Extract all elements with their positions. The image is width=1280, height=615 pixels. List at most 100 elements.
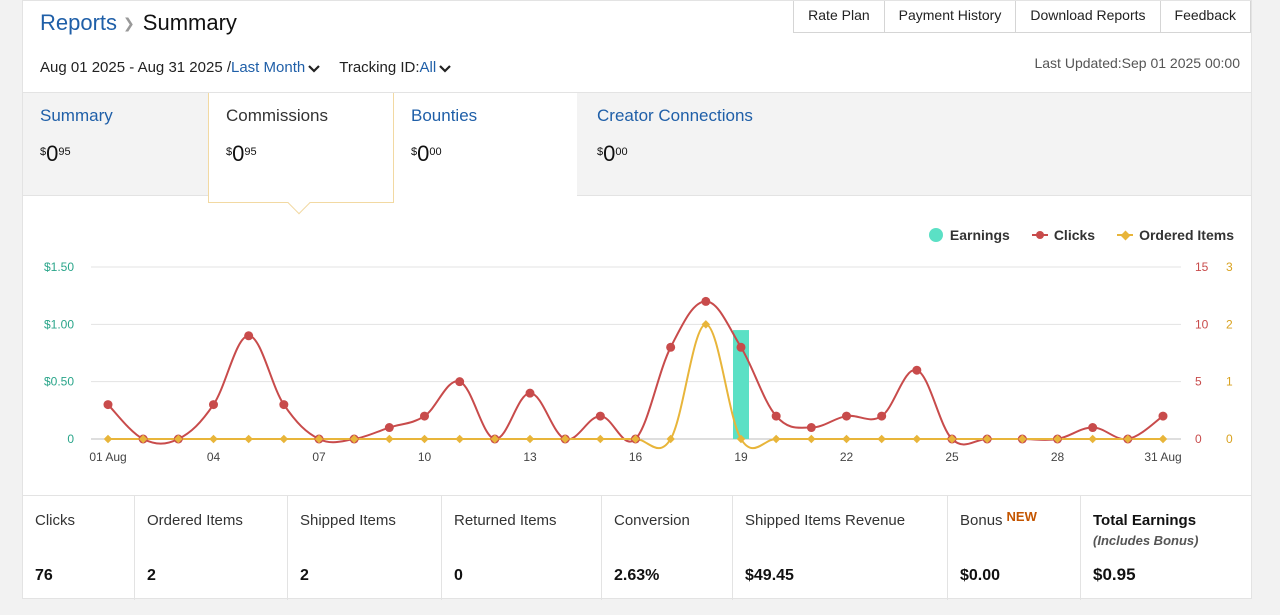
- clicks-point: [806, 423, 816, 433]
- ordered-items-point: [420, 434, 429, 444]
- legend-earnings[interactable]: Earnings: [928, 227, 1010, 243]
- ordered-items-point: [525, 434, 535, 444]
- stat-shipped-items-value: 2: [300, 567, 309, 584]
- stat-clicks: Clicks 76: [23, 496, 134, 600]
- stat-clicks-label: Clicks: [35, 512, 75, 529]
- stat-shipped-revenue-label: Shipped Items Revenue: [745, 512, 906, 529]
- ordered-items-point: [385, 434, 394, 444]
- currency-symbol: $: [411, 146, 418, 158]
- currency-symbol: $: [597, 146, 604, 158]
- ordered-items-point: [490, 434, 500, 444]
- ordered-items-point: [982, 434, 992, 444]
- stat-returned-items: Returned Items 0: [441, 496, 601, 600]
- last-updated: Last Updated:Sep 01 2025 00:00: [1034, 55, 1240, 71]
- download-reports-tab[interactable]: Download Reports: [1015, 1, 1161, 33]
- y-left-tick-label: $0.50: [44, 375, 74, 389]
- y-right-clicks-tick-label: 10: [1195, 317, 1209, 331]
- reports-page: Reports ❯ Summary Rate Plan Payment Histor…: [22, 0, 1252, 600]
- clicks-point: [701, 296, 711, 306]
- chevron-down-icon[interactable]: [307, 62, 321, 76]
- tab-creator-connections-amount: $000: [597, 141, 628, 167]
- tab-commissions-amount: $095: [226, 141, 257, 167]
- earnings-chart: 0 0 0 $0.50 5 1 $1.00 10 2 $1.50 15 3 01 Aug 04 07 10 13…: [44, 260, 1233, 464]
- legend-ordered-marker: [1117, 228, 1134, 242]
- tab-commissions[interactable]: Commissions $095: [208, 93, 394, 215]
- tab-commissions-title: Commissions: [226, 106, 329, 125]
- stat-ordered-items-label: Ordered Items: [147, 512, 243, 529]
- ordered-items-point: [807, 434, 816, 444]
- clicks-point: [771, 411, 781, 421]
- clicks-point: [279, 400, 289, 410]
- ordered-items-line: [107, 323, 1163, 450]
- period-dropdown[interactable]: Last Month: [231, 59, 306, 76]
- filter-bar: Aug 01 2025 - Aug 31 2025 / Last Month T…: [40, 59, 452, 76]
- chart-legend: Earnings Clicks Ordered Items: [907, 227, 1234, 243]
- clicks-point: [209, 400, 218, 410]
- amount-whole: 0: [417, 141, 430, 166]
- x-tick-label: 19: [734, 450, 748, 464]
- tab-summary[interactable]: Summary $095: [23, 93, 208, 196]
- amount-cents: 00: [429, 146, 442, 158]
- ordered-items-point: [560, 434, 570, 444]
- tab-bounties[interactable]: Bounties $000: [394, 93, 577, 196]
- stat-total-earnings-label: Total Earnings: [1093, 512, 1197, 529]
- tab-creator-connections-title: Creator Connections: [597, 106, 753, 125]
- ordered-items-point: [877, 434, 886, 444]
- date-range: Aug 01 2025 - Aug 31 2025 /: [40, 59, 231, 76]
- x-tick-label: 01 Aug: [89, 450, 126, 464]
- clicks-point: [244, 331, 254, 341]
- rate-plan-tab[interactable]: Rate Plan: [793, 1, 885, 33]
- x-tick-label: 31 Aug: [1144, 450, 1181, 464]
- ordered-items-point: [842, 434, 851, 444]
- page-title: Summary: [142, 10, 237, 35]
- bonus-label-text: Bonus: [960, 512, 1003, 529]
- chevron-right-icon: ❯: [123, 15, 135, 31]
- ordered-items-point: [631, 434, 640, 444]
- stat-bonus-value: $0.00: [960, 567, 1001, 584]
- payment-history-tab[interactable]: Payment History: [883, 1, 1017, 33]
- legend-ordered-label: Ordered Items: [1139, 227, 1234, 243]
- stat-shipped-items: Shipped Items 2: [287, 496, 441, 600]
- tracking-id-dropdown[interactable]: All: [419, 59, 437, 76]
- y-left-tick-label: 0: [67, 432, 74, 446]
- ordered-items-point: [1053, 434, 1062, 444]
- ordered-items-point: [103, 434, 113, 444]
- breadcrumb-reports-link[interactable]: Reports: [40, 10, 118, 35]
- tab-bounties-title: Bounties: [411, 106, 478, 125]
- x-tick-label: 04: [207, 450, 221, 464]
- y-right-clicks-tick-label: 15: [1195, 260, 1209, 274]
- ordered-items-point: [1018, 434, 1027, 444]
- legend-ordered-items[interactable]: Ordered Items: [1117, 227, 1234, 243]
- legend-earnings-label: Earnings: [949, 227, 1010, 243]
- ordered-items-point: [596, 434, 605, 444]
- ordered-items-point: [455, 434, 464, 444]
- chevron-down-icon[interactable]: [438, 62, 452, 76]
- x-tick-label: 07: [312, 450, 326, 464]
- ordered-items-point: [736, 434, 746, 444]
- y-right-clicks-tick-label: 0: [1195, 432, 1202, 446]
- stat-conversion: Conversion 2.63%: [601, 496, 732, 600]
- ordered-items-point: [947, 434, 957, 444]
- stat-total-earnings-value: $0.95: [1093, 565, 1136, 584]
- clicks-point: [384, 423, 394, 433]
- stat-conversion-label: Conversion: [614, 512, 690, 529]
- tracking-id-label: Tracking ID:: [339, 59, 420, 76]
- clicks-point: [666, 342, 676, 352]
- stat-bonus-label: Bonus NEW: [960, 509, 1037, 529]
- amount-cents: 95: [58, 146, 71, 158]
- clicks-point: [736, 342, 746, 352]
- ordered-items-point: [174, 434, 183, 444]
- x-tick-label: 16: [629, 450, 643, 464]
- ordered-items-point: [1123, 434, 1133, 444]
- summary-tabs: Summary $095 Commissions $095 Bounties $…: [23, 92, 1251, 215]
- clicks-point: [1088, 423, 1098, 433]
- tab-creator-connections[interactable]: Creator Connections $000: [580, 93, 800, 196]
- y-left-tick-label: $1.00: [44, 317, 74, 331]
- ordered-items-point: [1088, 434, 1097, 444]
- stat-total-earnings-note: (Includes Bonus): [1093, 533, 1199, 548]
- feedback-tab[interactable]: Feedback: [1159, 1, 1251, 33]
- stat-ordered-items: Ordered Items 2: [134, 496, 287, 600]
- tab-summary-amount: $095: [40, 141, 71, 167]
- legend-clicks[interactable]: Clicks: [1031, 227, 1095, 243]
- currency-symbol: $: [40, 146, 47, 158]
